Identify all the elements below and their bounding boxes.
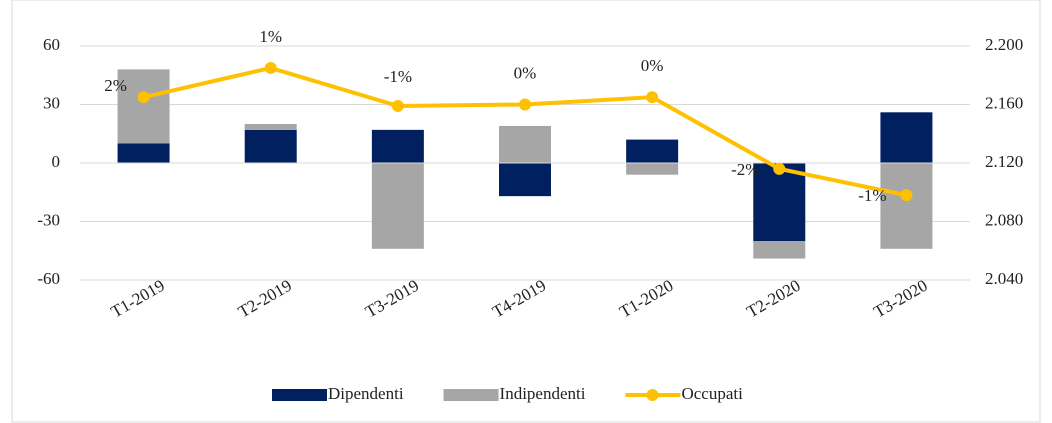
line-point xyxy=(264,61,277,74)
y-tick-label: -30 xyxy=(37,210,60,229)
x-tick-label: T1-2020 xyxy=(616,276,676,322)
y-tick-label: 60 xyxy=(43,35,60,54)
x-tick-label: T3-2020 xyxy=(871,276,931,322)
bar xyxy=(371,129,424,163)
bar xyxy=(244,129,297,163)
y2-tick-label: 2.160 xyxy=(985,93,1023,112)
chart-frame xyxy=(11,0,1041,423)
line-point xyxy=(646,91,659,104)
legend-swatch xyxy=(272,389,327,401)
bar xyxy=(880,163,933,249)
line-point xyxy=(519,98,531,111)
annotation: 0% xyxy=(641,56,664,75)
line-point xyxy=(137,91,150,104)
bar xyxy=(753,241,806,259)
y2-tick-label: 2.120 xyxy=(985,152,1023,171)
bar xyxy=(880,112,933,163)
y2-tick-label: 2.080 xyxy=(985,210,1023,229)
bar xyxy=(371,163,424,249)
legend-label: Dipendenti xyxy=(328,384,404,403)
y2-tick-label: 2.200 xyxy=(985,35,1023,54)
annotation: -1% xyxy=(858,186,886,205)
x-tick-label: T1-2019 xyxy=(108,276,168,322)
bar xyxy=(626,139,679,163)
line-point xyxy=(391,99,404,112)
line-point xyxy=(773,162,786,175)
y-tick-label: 0 xyxy=(52,152,61,171)
bar xyxy=(244,124,297,130)
x-tick-label: T4-2019 xyxy=(489,276,549,322)
annotation: 1% xyxy=(259,27,282,46)
annotation: 2% xyxy=(104,76,127,95)
annotation: -1% xyxy=(384,67,412,86)
bar xyxy=(753,163,806,241)
x-tick-label: T3-2019 xyxy=(362,276,422,322)
annotation: -2% xyxy=(731,160,759,179)
bar xyxy=(117,143,170,163)
y2-tick-label: 2.040 xyxy=(985,269,1023,288)
legend-swatch xyxy=(443,389,499,401)
line-point xyxy=(900,189,913,202)
bar xyxy=(499,163,551,197)
x-tick-label: T2-2020 xyxy=(743,276,803,322)
bar xyxy=(117,69,170,144)
legend-label: Indipendenti xyxy=(500,384,586,403)
y-tick-label: 30 xyxy=(43,93,60,112)
legend-label: Occupati xyxy=(681,384,743,403)
y-tick-label: -60 xyxy=(37,269,60,288)
annotation: 0% xyxy=(514,63,537,82)
legend-swatch xyxy=(646,389,659,401)
x-tick-label: T2-2019 xyxy=(235,276,295,322)
bar xyxy=(626,163,679,175)
bar xyxy=(499,125,551,163)
